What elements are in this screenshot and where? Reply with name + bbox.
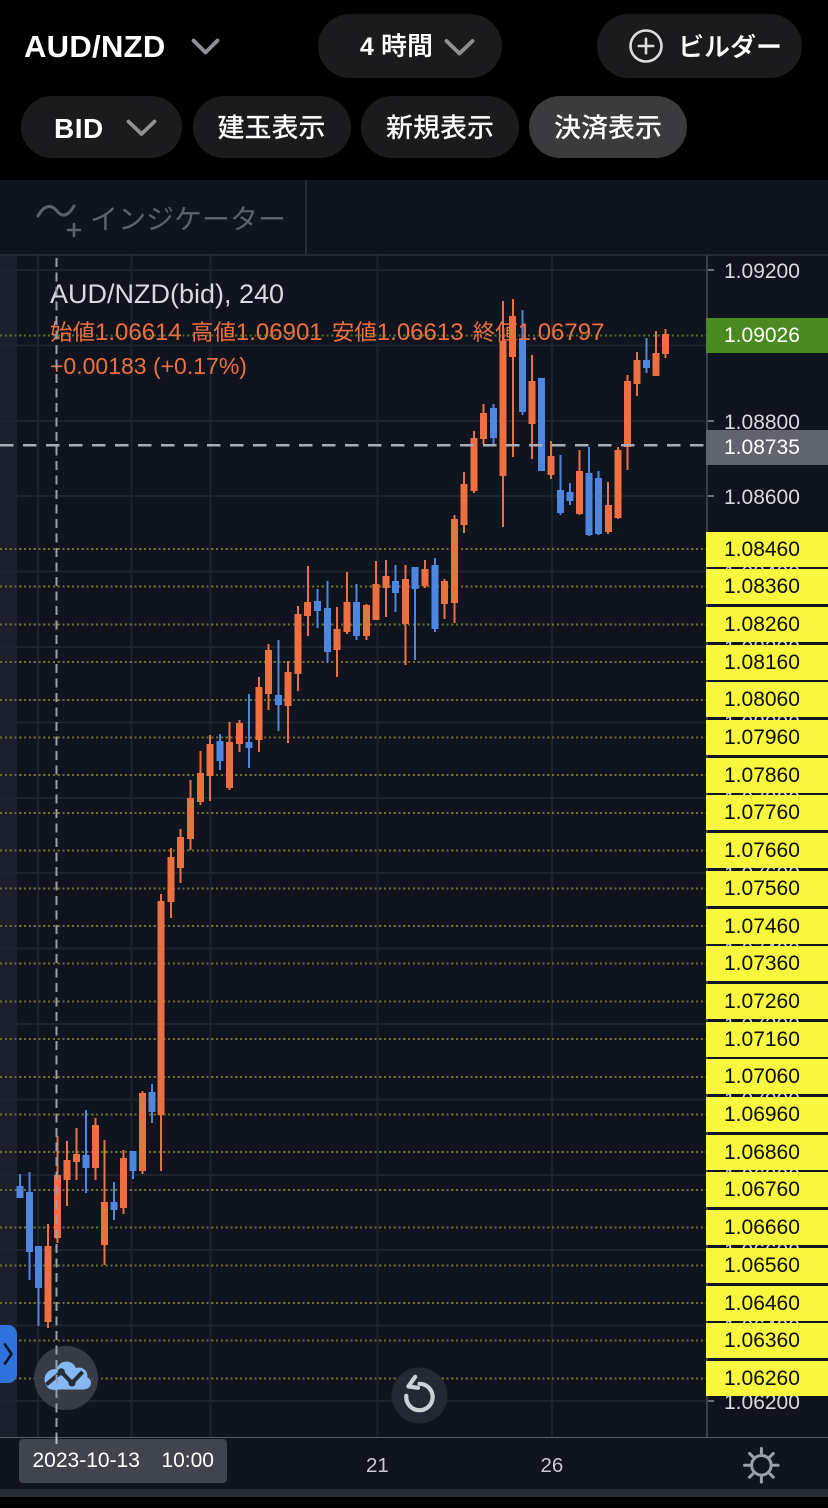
svg-text:1.06614: 1.06614 (95, 319, 182, 346)
svg-text:AUD/NZD(bid), 240: AUD/NZD(bid), 240 (50, 279, 284, 309)
svg-text:+0.00183 (+0.17%): +0.00183 (+0.17%) (50, 353, 247, 379)
svg-text:1.06613: 1.06613 (377, 319, 464, 346)
svg-text:1.06797: 1.06797 (518, 319, 605, 346)
svg-text:BID: BID (54, 113, 104, 144)
svg-text:AUD/NZD: AUD/NZD (24, 29, 166, 64)
svg-text:1.06901: 1.06901 (236, 319, 323, 346)
svg-text:4: 4 (360, 33, 374, 61)
